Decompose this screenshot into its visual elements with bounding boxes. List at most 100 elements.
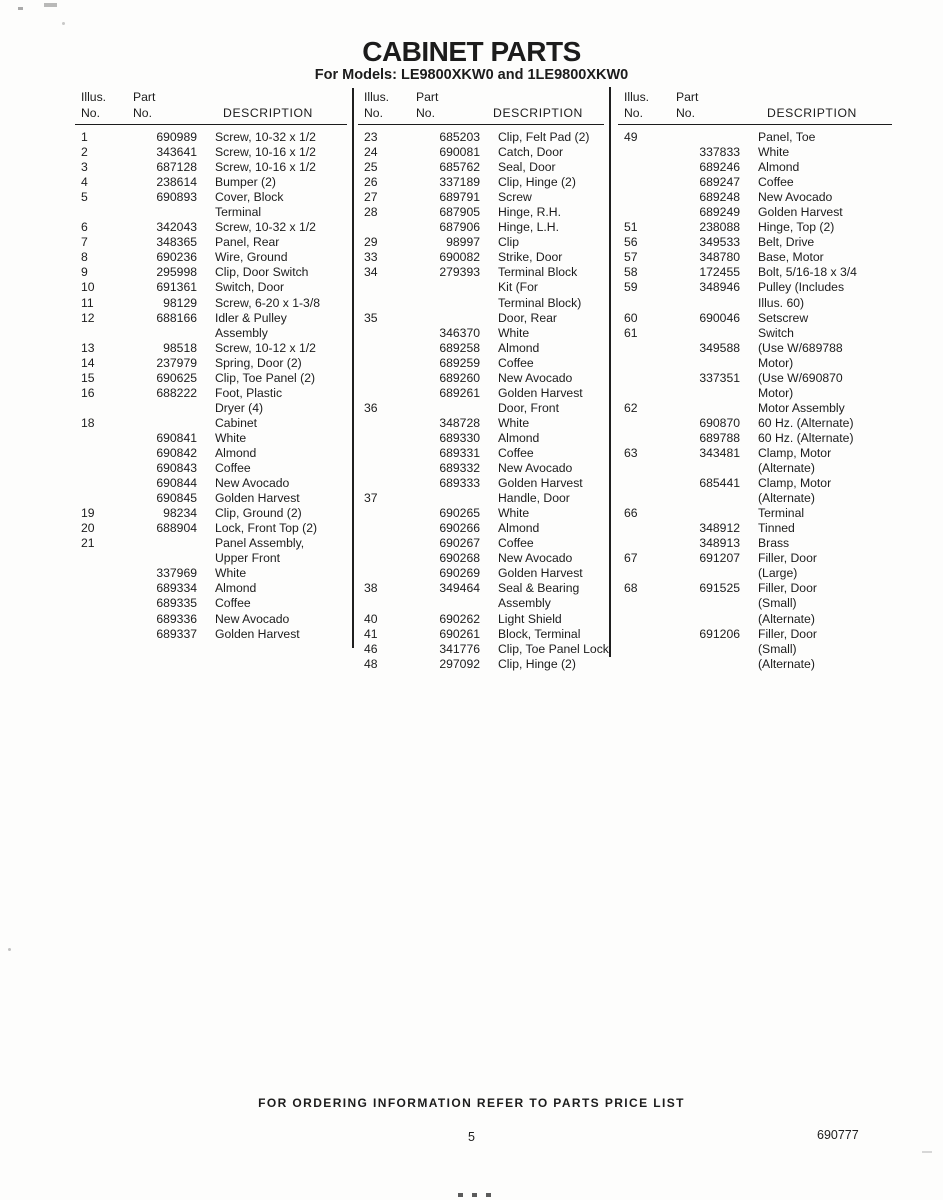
description-cell: Illus. 60): [758, 295, 805, 310]
illus-no-cell: 26: [364, 175, 378, 190]
description-cell: (Alternate): [758, 611, 815, 626]
part-no-cell: 690236: [156, 250, 197, 265]
table-row: 689246 Almond: [618, 160, 892, 175]
header-no-label: No.: [624, 106, 643, 120]
illus-no-cell: 68: [624, 581, 638, 596]
part-no-cell: [398, 311, 480, 326]
illus-no-cell: 13: [81, 340, 95, 355]
illus-no-cell: 6: [81, 220, 88, 235]
header-illus-label: Illus.: [364, 90, 390, 104]
table-row: 348728 White: [358, 416, 604, 431]
description-cell: Almond: [498, 521, 540, 536]
part-no-cell: 348780: [699, 250, 740, 265]
illus-no-cell: [75, 612, 115, 627]
illus-no-cell: [618, 190, 658, 205]
illus-no-cell: [618, 566, 658, 581]
illus-no-cell: [618, 371, 658, 386]
table-row: Kit (For: [358, 280, 604, 295]
part-no-cell: 690843: [156, 461, 197, 476]
illus-no-cell: [75, 326, 115, 341]
illus-no-cell: [75, 627, 115, 642]
description-cell: Coffee: [758, 175, 794, 190]
table-row: Assembly: [358, 596, 604, 611]
description-cell: Clip, Felt Pad (2): [498, 130, 590, 144]
part-no-cell: [115, 416, 197, 431]
part-no-cell: 690845: [156, 491, 197, 506]
description-cell: Wire, Ground: [215, 250, 288, 265]
table-row: 66 Terminal: [618, 506, 892, 521]
table-row: 690265 White: [358, 506, 604, 521]
part-no-cell: 690989: [156, 130, 197, 144]
description-cell: New Avocado: [758, 190, 833, 205]
illus-no-cell: [75, 551, 115, 566]
description-cell: Catch, Door: [498, 145, 564, 160]
table-row: 63 343481 Clamp, Motor: [618, 446, 892, 461]
table-row: Dryer (4): [75, 401, 347, 416]
description-cell: Hinge, L.H.: [498, 220, 559, 235]
part-no-cell: 348913: [699, 536, 740, 551]
part-no-cell: 341776: [439, 641, 480, 656]
table-row: 346370 White: [358, 326, 604, 341]
table-row: (Alternate): [618, 461, 892, 476]
page-subtitle: For Models: LE9800XKW0 and 1LE9800XKW0: [314, 67, 629, 83]
table-row: 18 Cabinet: [75, 416, 347, 431]
table-row: 689260 New Avocado: [358, 371, 604, 386]
scan-artifact: [44, 3, 57, 7]
illus-no-cell: [358, 371, 398, 386]
table-rows: 23 685203 Clip, Felt Pad (2) 24 690081 Catch,…: [358, 130, 609, 672]
illus-no-cell: [618, 476, 658, 491]
illus-no-cell: [358, 220, 398, 235]
table-row: 26 337189 Clip, Hinge (2): [358, 175, 604, 190]
table-row: 690845 Golden Harvest: [75, 491, 347, 506]
illus-no-cell: 66: [624, 506, 638, 521]
table-row: 689259 Coffee: [358, 356, 604, 371]
description-cell: Panel, Rear: [215, 235, 280, 250]
part-no-cell: 348946: [699, 280, 740, 295]
illus-no-cell: 7: [81, 235, 88, 250]
description-cell: Screw, 10-32 x 1/2: [215, 130, 316, 144]
table-row: (Large): [618, 566, 892, 581]
table-row: 689333 Golden Harvest: [358, 476, 604, 491]
table-row: 348913 Brass: [618, 536, 892, 551]
illus-no-cell: 5: [81, 190, 88, 205]
description-cell: White: [498, 415, 530, 430]
table-row: Terminal: [75, 205, 347, 220]
description-cell: New Avocado: [498, 461, 573, 476]
illus-no-cell: [358, 596, 398, 611]
part-no-cell: [658, 130, 740, 145]
table-row: 20 688904 Lock, Front Top (2): [75, 521, 347, 536]
illus-no-cell: 62: [624, 400, 638, 415]
part-no-cell: [115, 205, 197, 220]
illus-no-cell: [618, 612, 658, 627]
part-no-cell: 238088: [699, 220, 740, 235]
illus-no-cell: 29: [364, 235, 378, 250]
table-row: 689247 Coffee: [618, 175, 892, 190]
table-row: 691206 Filler, Door: [618, 627, 892, 642]
part-no-cell: 689259: [439, 355, 480, 370]
table-row: 36 Door, Front: [358, 401, 604, 416]
part-no-cell: 689333: [439, 476, 480, 491]
illus-no-cell: [618, 431, 658, 446]
description-cell: Spring, Door (2): [215, 355, 302, 370]
table-row: 9 295998 Clip, Door Switch: [75, 265, 347, 280]
description-cell: Terminal Block: [498, 265, 578, 280]
description-cell: Clip: [498, 235, 519, 250]
part-no-cell: 689331: [439, 445, 480, 460]
illus-no-cell: [618, 145, 658, 160]
illus-no-cell: [358, 536, 398, 551]
description-cell: Almond: [215, 581, 257, 596]
table-row: 690841 White: [75, 431, 347, 446]
description-cell: Coffee: [215, 596, 251, 611]
description-cell: (Large): [758, 566, 798, 581]
table-row: 690269 Golden Harvest: [358, 566, 604, 581]
table-row: 4 238614 Bumper (2): [75, 175, 347, 190]
part-no-cell: [658, 326, 740, 341]
part-no-cell: 685762: [439, 160, 480, 175]
table-row: 8 690236 Wire, Ground: [75, 250, 347, 265]
description-cell: (Use W/690870: [758, 370, 843, 385]
part-no-cell: [658, 296, 740, 311]
illus-no-cell: 20: [81, 521, 95, 536]
description-cell: (Alternate): [758, 461, 815, 476]
part-no-cell: 689247: [699, 175, 740, 190]
